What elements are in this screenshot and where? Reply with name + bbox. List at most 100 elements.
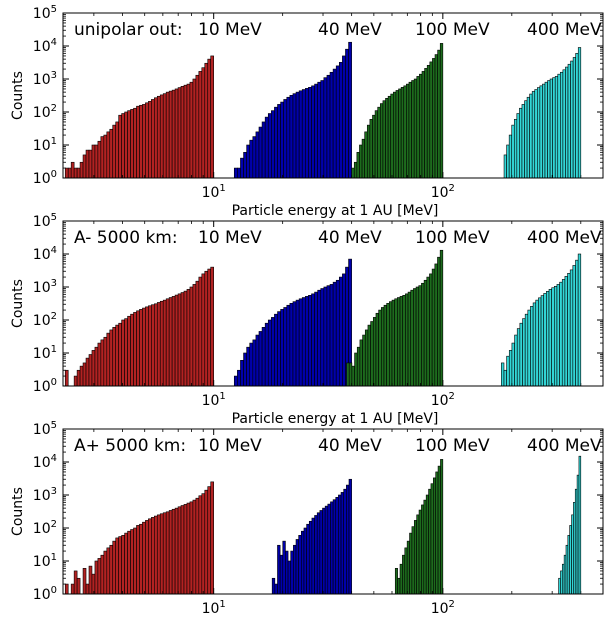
plot-frame bbox=[62, 220, 604, 387]
bar bbox=[139, 523, 143, 595]
bar bbox=[326, 74, 331, 179]
bar bbox=[91, 573, 96, 595]
bar bbox=[195, 280, 200, 387]
bar bbox=[192, 499, 197, 595]
bar bbox=[189, 286, 194, 387]
bar bbox=[252, 136, 257, 179]
series-10-mev bbox=[64, 266, 214, 387]
bar bbox=[556, 284, 560, 387]
bar bbox=[298, 298, 303, 387]
bar bbox=[67, 167, 72, 179]
bar bbox=[311, 517, 315, 595]
energy-label: 10 MeV bbox=[198, 228, 262, 248]
bar bbox=[159, 94, 164, 179]
bar bbox=[381, 307, 385, 387]
bar bbox=[258, 126, 263, 179]
bar bbox=[285, 550, 289, 595]
y-tick-label: 102 bbox=[33, 311, 57, 329]
bar bbox=[316, 512, 321, 595]
bar bbox=[372, 114, 376, 179]
bar bbox=[64, 369, 69, 387]
bar bbox=[162, 299, 167, 387]
bar bbox=[531, 91, 536, 179]
bar bbox=[73, 167, 78, 179]
bar bbox=[100, 339, 105, 387]
bar bbox=[430, 483, 434, 595]
bar bbox=[361, 138, 365, 179]
bar bbox=[548, 289, 552, 387]
bar bbox=[290, 550, 294, 595]
bar bbox=[508, 134, 513, 179]
bar bbox=[311, 85, 315, 179]
bar bbox=[198, 276, 203, 387]
bar bbox=[295, 91, 300, 179]
bar bbox=[130, 313, 134, 387]
bar bbox=[171, 508, 176, 595]
bar bbox=[320, 288, 325, 387]
bar bbox=[154, 515, 158, 595]
bar bbox=[292, 301, 297, 387]
bar bbox=[400, 87, 405, 179]
bar bbox=[195, 497, 200, 595]
bar bbox=[115, 537, 119, 595]
energy-label: 400 MeV bbox=[527, 20, 602, 40]
bar bbox=[168, 90, 173, 179]
bar bbox=[418, 285, 422, 387]
bar bbox=[332, 281, 337, 387]
bar bbox=[314, 83, 318, 179]
series-400-mev bbox=[503, 47, 582, 179]
bar bbox=[210, 55, 214, 179]
bar bbox=[532, 302, 537, 387]
bar bbox=[317, 289, 322, 387]
bar bbox=[97, 558, 102, 595]
series-10-mev bbox=[64, 481, 214, 595]
bar bbox=[435, 471, 439, 595]
bar bbox=[387, 95, 392, 179]
bar bbox=[180, 86, 185, 179]
bar bbox=[335, 279, 340, 387]
bar bbox=[553, 285, 558, 387]
bar bbox=[513, 119, 518, 179]
bar bbox=[511, 124, 515, 179]
bar bbox=[133, 312, 137, 387]
bar bbox=[382, 100, 386, 179]
bar bbox=[332, 499, 337, 595]
bar bbox=[577, 253, 582, 387]
bar bbox=[367, 324, 371, 387]
bar bbox=[511, 342, 515, 387]
bar bbox=[314, 515, 318, 595]
bar bbox=[298, 535, 302, 595]
bar bbox=[348, 362, 353, 387]
bar bbox=[421, 504, 425, 595]
bar bbox=[118, 114, 122, 179]
bar bbox=[121, 113, 125, 179]
bar bbox=[377, 106, 381, 179]
bar bbox=[557, 73, 561, 179]
bar bbox=[572, 265, 576, 387]
bar bbox=[283, 99, 288, 179]
y-tick-label: 105 bbox=[33, 212, 57, 230]
bar bbox=[156, 95, 161, 179]
bar bbox=[393, 91, 397, 179]
y-tick-label: 105 bbox=[33, 4, 57, 22]
bar bbox=[397, 297, 401, 387]
bar bbox=[136, 525, 140, 595]
bar bbox=[424, 68, 428, 179]
bar bbox=[506, 355, 510, 387]
y-axis-label: Counts bbox=[10, 71, 26, 120]
bar bbox=[308, 520, 313, 595]
bar bbox=[332, 68, 337, 179]
bar bbox=[261, 327, 266, 387]
bar bbox=[411, 80, 415, 179]
bar bbox=[106, 332, 111, 387]
bar bbox=[534, 89, 538, 179]
bar bbox=[409, 532, 413, 595]
bar bbox=[298, 90, 303, 179]
bar bbox=[159, 513, 164, 595]
bar bbox=[204, 62, 209, 179]
bar bbox=[366, 124, 371, 179]
y-tick-label: 101 bbox=[33, 344, 57, 362]
bar bbox=[426, 65, 431, 179]
bar bbox=[277, 544, 281, 595]
